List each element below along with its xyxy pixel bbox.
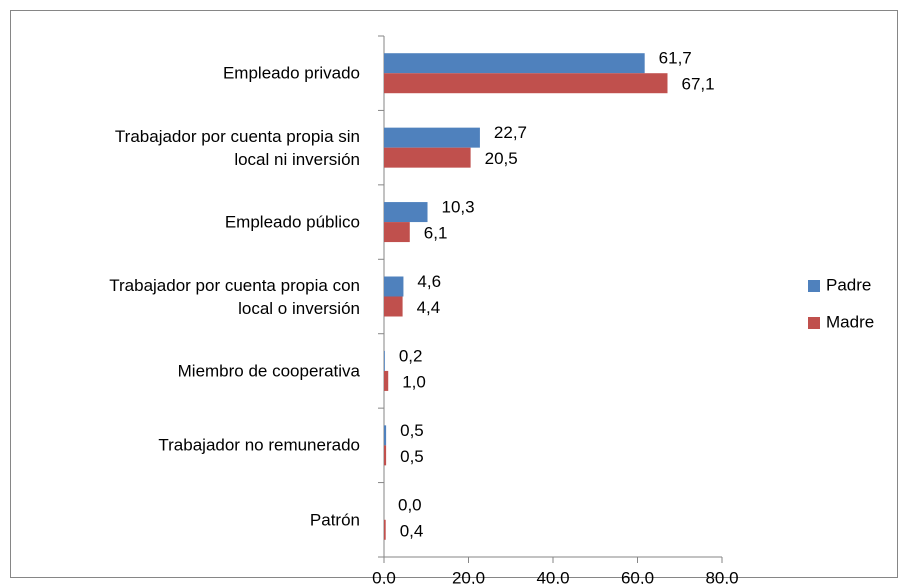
bar [384, 425, 387, 446]
legend-swatch [808, 317, 820, 329]
value-label: 0,0 [398, 495, 422, 514]
category-label: Trabajador por cuenta propia sin local n… [114, 126, 360, 169]
bar [384, 73, 668, 94]
value-label: 20,5 [485, 149, 518, 168]
bar [384, 519, 386, 540]
category-label: Trabajador por cuenta propia con local o… [109, 275, 360, 318]
bar [384, 350, 385, 371]
value-label: 4,6 [417, 272, 441, 291]
bar [384, 445, 387, 466]
bar [384, 296, 403, 317]
bar [384, 147, 471, 168]
legend-swatch [808, 280, 820, 292]
category-label: Miembro de cooperativa [177, 361, 360, 381]
bar [384, 53, 645, 74]
x-tick-label: 40,0 [536, 568, 569, 584]
chart-border [10, 10, 898, 578]
x-tick-label: 20,0 [452, 568, 485, 584]
bar [384, 370, 389, 391]
value-label: 0,2 [399, 346, 423, 365]
value-label: 10,3 [442, 198, 475, 217]
value-label: 0,5 [400, 447, 424, 466]
x-tick-label: 80,0 [705, 568, 738, 584]
value-label: 61,7 [659, 49, 692, 68]
category-label: Trabajador no remunerado [158, 435, 360, 455]
bar [384, 276, 404, 297]
value-label: 4,4 [417, 298, 441, 317]
legend-label: Madre [826, 312, 874, 331]
category-label: Patrón [309, 510, 360, 530]
x-tick-label: 60,0 [621, 568, 654, 584]
value-label: 0,5 [400, 421, 424, 440]
category-label: Empleado privado [222, 63, 360, 83]
value-label: 6,1 [424, 224, 448, 243]
value-label: 67,1 [681, 75, 714, 94]
legend-label: Padre [826, 275, 871, 294]
value-label: 1,0 [402, 372, 426, 391]
value-label: 22,7 [494, 123, 527, 142]
bar [384, 202, 428, 223]
x-tick-label: 0,0 [372, 568, 396, 584]
bar [384, 222, 410, 243]
category-label: Empleado público [224, 212, 360, 232]
value-label: 0,4 [400, 521, 424, 540]
bar [384, 127, 480, 148]
